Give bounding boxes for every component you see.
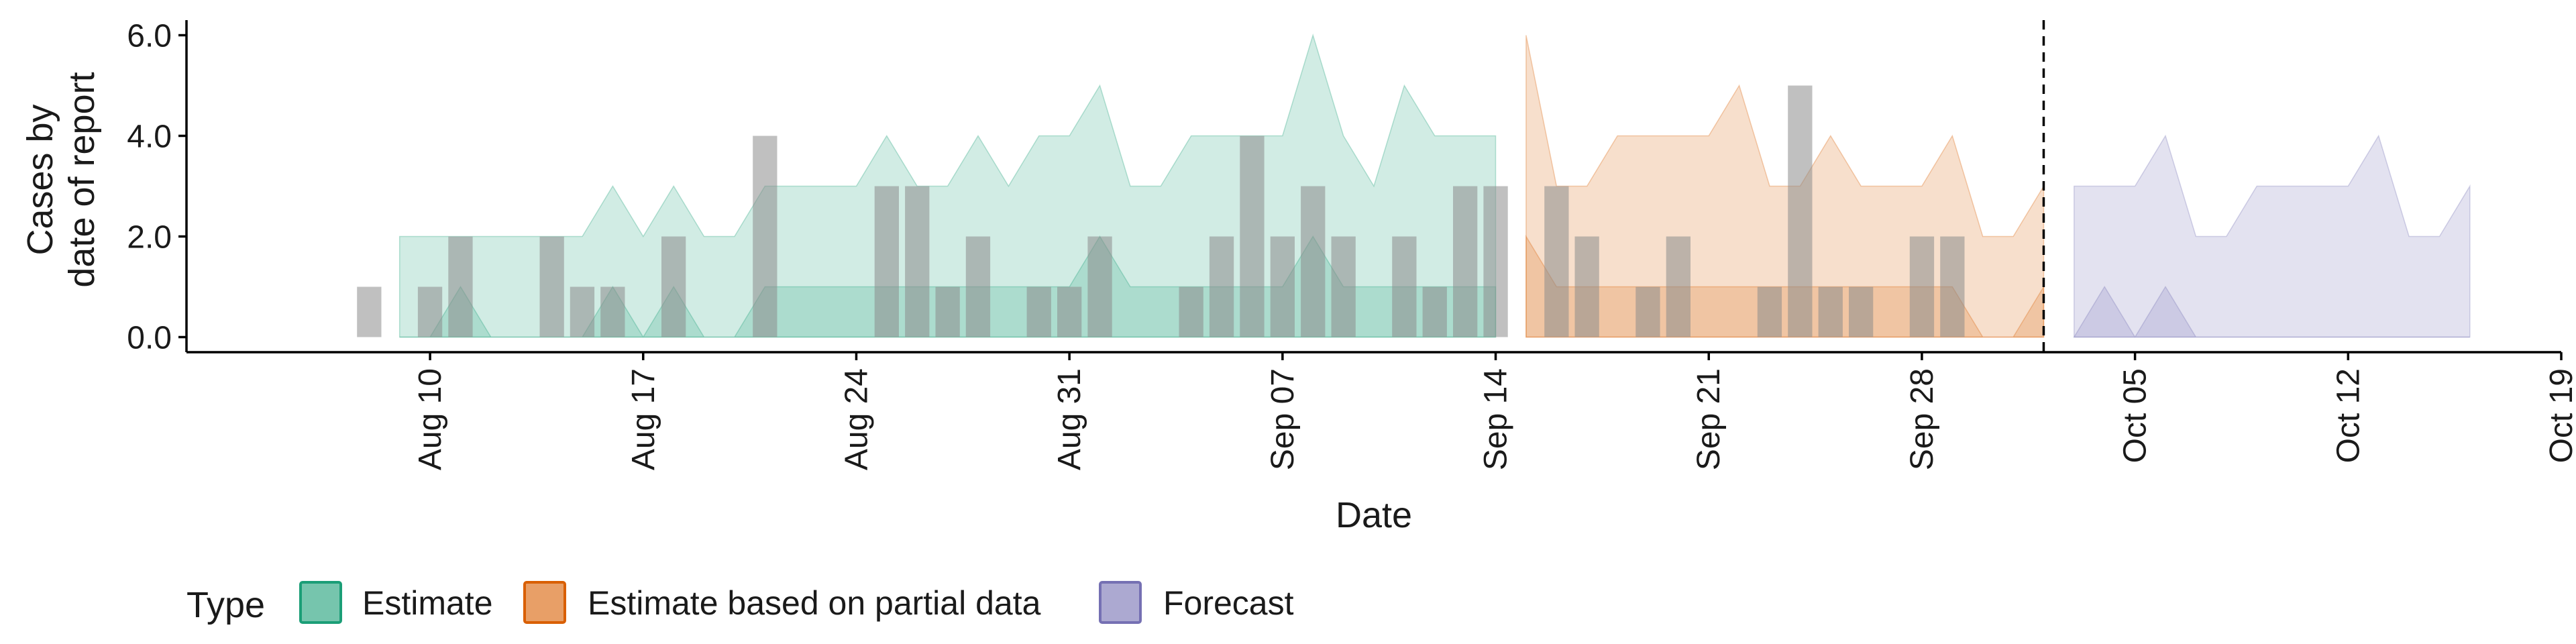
x-tick-label: Oct 12 [2330,368,2366,463]
reported-cases-bar [1453,186,1478,337]
reported-cases-bar [1544,186,1569,337]
reported-cases-bar [1240,136,1265,337]
legend-label-estimate: Estimate [362,584,493,622]
reported-cases-bar [448,236,473,337]
reported-cases-bar [1057,286,1082,337]
y-tick-label: 4.0 [127,119,172,155]
y-tick-label: 2.0 [127,220,172,256]
y-axis-title-line-1: Cases by [20,104,60,255]
x-tick-label: Aug 31 [1052,368,1087,470]
legend: Type Estimate Estimate based on partial … [186,581,1294,625]
x-tick-label: Aug 17 [626,368,661,470]
x-axis-title: Date [1336,495,1412,535]
reported-cases-bar [1392,236,1417,337]
axes-layer [185,20,2561,354]
x-tick-label: Sep 14 [1479,368,1514,470]
reported-cases-bar [1940,236,1965,337]
reported-cases-bar [1422,286,1447,337]
reported-cases-bar [1301,186,1326,337]
band-forecast-inner [2073,286,2470,338]
reported-cases-bar [357,286,382,337]
reported-cases-bar [1026,286,1051,337]
reported-cases-bar [1666,236,1690,337]
y-axis-title-line-2: date of report [62,72,102,287]
y-tick-label: 6.0 [127,19,172,54]
reported-cases-bar [1209,236,1234,337]
reported-cases-bar [539,236,564,337]
reported-cases-bar [905,186,930,337]
x-tick-label: Sep 28 [1904,368,1940,470]
reported-cases-bar [1179,286,1203,337]
reported-cases-bar [570,286,595,337]
reported-cases-bar [965,236,991,337]
reported-cases-bar [1483,186,1508,337]
reported-cases-bar [1909,236,1935,337]
x-tick-label: Sep 21 [1691,368,1727,470]
x-tick-label: Sep 07 [1265,368,1301,470]
reported-cases-bar [1331,236,1356,337]
legend-title: Type [186,585,265,625]
reported-cases-bar [1849,286,1874,337]
y-ticks-layer: 0.0 2.0 4.0 6.0 [127,19,186,356]
reported-cases-bar [874,186,899,337]
x-tick-label: Oct 19 [2544,368,2576,463]
legend-swatch-estimate [299,581,342,624]
reported-cases-bar [1270,236,1295,337]
reported-cases-bar [1635,286,1660,337]
legend-swatch-forecast [1099,581,1142,624]
reported-cases-bar [661,236,686,337]
reported-cases-bar [600,286,625,337]
bars-layer [357,85,1965,337]
x-tick-label: Aug 10 [413,368,448,470]
reported-cases-bar [935,286,960,337]
reported-cases-bar [1087,236,1112,337]
y-tick-label: 0.0 [127,321,172,356]
legend-swatch-partial [523,581,566,624]
band-forecast-outer [2074,134,2471,338]
x-tick-label: Aug 24 [839,368,875,470]
reported-cases-bar [753,136,777,337]
reported-cases-bar [417,286,443,337]
x-ticks-layer: Aug 10 Aug 17 Aug 24 Aug 31 Sep 07 Sep 14 Sep … [413,352,2576,470]
legend-label-forecast: Forecast [1163,584,1294,622]
reported-cases-bar [1788,85,1813,337]
reported-cases-bar [1574,236,1599,337]
reported-cases-bar [1757,286,1782,337]
reported-cases-bar [1818,286,1843,337]
legend-label-partial: Estimate based on partial data [588,584,1041,622]
x-tick-label: Oct 05 [2118,368,2153,463]
